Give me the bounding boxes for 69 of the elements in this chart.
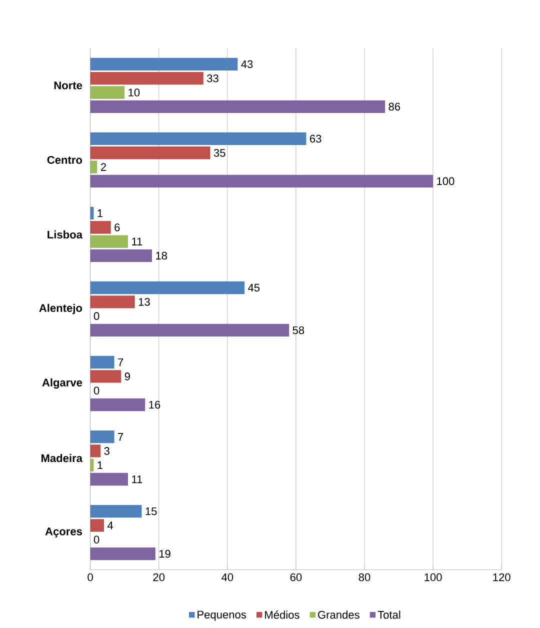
data-label: 13 (139, 298, 150, 306)
data-label: 7 (118, 358, 124, 366)
y-tick-label: Algarve (42, 378, 82, 389)
data-label: 86 (388, 102, 400, 111)
data-label: 7 (118, 433, 124, 441)
data-label: 58 (292, 326, 304, 334)
data-label: 2 (101, 163, 106, 171)
data-label: 9 (125, 372, 130, 380)
data-label: 33 (207, 74, 219, 82)
data-label: 16 (149, 400, 160, 409)
y-tick-label: Norte (54, 82, 82, 90)
data-label: 45 (248, 284, 260, 292)
bar (90, 519, 104, 532)
data-label: 0 (94, 312, 100, 320)
bar (90, 86, 125, 99)
bar (90, 356, 114, 369)
x-tick-label: 100 (424, 573, 442, 582)
y-tick-label: Centro (48, 156, 82, 164)
data-label: 18 (156, 252, 168, 260)
data-label: 19 (160, 550, 171, 558)
bar (90, 547, 156, 560)
bar (90, 430, 114, 444)
bar (90, 281, 245, 294)
bar (90, 235, 128, 248)
x-tick-label: 80 (358, 573, 370, 582)
bar (90, 58, 238, 71)
x-tick-label: 20 (153, 573, 165, 582)
data-label: 6 (114, 223, 120, 232)
bar (90, 72, 204, 85)
legend-label: Pequenos (198, 610, 246, 621)
y-tick-label: Açores (45, 528, 82, 538)
data-label: 4 (108, 522, 114, 530)
x-tick-label: 60 (290, 573, 302, 582)
data-label: 15 (146, 507, 157, 516)
bar (90, 398, 146, 412)
bar (90, 221, 111, 234)
x-tick-label: 0 (88, 573, 94, 582)
legend-label: Grandes (318, 610, 360, 619)
data-label: 35 (214, 148, 226, 157)
bar (90, 444, 101, 458)
data-label: 1 (98, 461, 103, 469)
y-tick-label: Lisboa (48, 230, 83, 239)
x-tick-label: 120 (493, 573, 510, 582)
bar (90, 370, 122, 383)
legend-label: Total (378, 610, 400, 619)
y-tick-label: Alentejo (39, 304, 82, 314)
data-label: 1 (98, 209, 103, 218)
data-label: 0 (94, 386, 100, 394)
bar (90, 174, 434, 188)
bar (90, 132, 306, 146)
data-label: 11 (132, 238, 142, 246)
data-label: 0 (94, 536, 100, 544)
bar (90, 296, 135, 308)
bar (90, 100, 386, 113)
data-label: 100 (437, 177, 454, 186)
bar (90, 249, 152, 262)
bar (90, 324, 290, 337)
x-tick-label: 40 (222, 573, 234, 582)
y-tick-label: Madeira (42, 454, 83, 462)
data-label: 11 (132, 475, 142, 484)
legend-label: Médios (265, 610, 300, 619)
bar (90, 472, 128, 486)
data-label: 63 (310, 134, 322, 143)
bar (90, 146, 210, 160)
data-label: 10 (128, 88, 140, 96)
data-label: 3 (104, 447, 110, 455)
bar (90, 504, 142, 518)
data-label: 43 (241, 60, 253, 68)
bar (90, 160, 98, 174)
